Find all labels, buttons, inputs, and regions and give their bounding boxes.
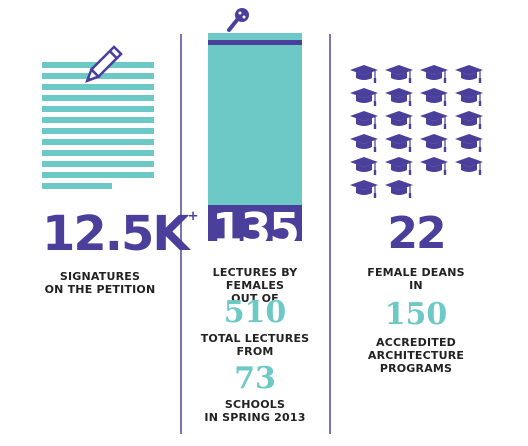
graduation-cap-icon [349,87,379,109]
graduation-cap-icon [384,87,414,109]
programs-line2: ARCHITECTURE [367,349,465,362]
paper-line [42,172,154,178]
signatures-label: SIGNATURES ON THE PETITION [40,270,160,296]
paper-line [42,95,154,101]
schools-line2: IN SPRING 2013 [204,411,306,424]
paper-line [42,139,154,145]
lectures-value: 135 [212,204,300,255]
graduation-cap-icon [384,133,414,155]
lectures-label-line1: LECTURES BY FEMALES [212,266,298,292]
programs-line1: ACCREDITED [375,336,456,349]
lectures-bar-top-stripe [208,33,302,40]
graduation-cap-icon [419,133,449,155]
graduation-cap-icon [349,133,379,155]
lectures-label-line2: OUT OF [231,292,279,305]
graduation-cap-icon [419,110,449,132]
graduation-cap-icon [419,156,449,178]
lectures-label: LECTURES BY FEMALES OUT OF [182,266,328,305]
signatures-label-line2: ON THE PETITION [44,283,156,296]
graduation-cap-icon [419,87,449,109]
graduation-cap-icon [454,156,484,178]
total-lectures-label: TOTAL LECTURES FROM [182,332,328,358]
signatures-suffix: + [187,209,199,224]
paper-line [42,106,154,112]
schools-label: SCHOOLS IN SPRING 2013 [182,398,328,424]
microphone-icon [227,8,249,32]
programs-line3: PROGRAMS [379,362,453,375]
paper-line [42,161,154,167]
graduation-cap-icon [454,110,484,132]
signatures-label-line1: SIGNATURES [59,270,141,283]
total-lectures-line2: FROM [236,345,274,358]
graduation-cap-icon [454,87,484,109]
graduation-cap-icon [454,64,484,86]
graduation-cap-icon [384,156,414,178]
paper-line [42,150,154,156]
graduation-cap-icon [454,133,484,155]
paper-line [42,84,154,90]
programs-total-value: 150 [384,297,448,332]
divider-right [329,34,331,434]
total-lectures-value: 510 [223,295,287,330]
deans-value: 22 [387,208,446,259]
paper-line [42,128,154,134]
graduation-cap-icon [349,110,379,132]
paper-line [42,183,112,189]
programs-label: ACCREDITED ARCHITECTURE PROGRAMS [336,336,496,375]
total-lectures-line1: TOTAL LECTURES [200,332,310,345]
graduation-cap-icon [384,110,414,132]
graduation-cap-icon [349,156,379,178]
paper-line [42,117,154,123]
deans-label: FEMALE DEANS IN [336,266,496,292]
graduation-cap-icon [384,179,414,201]
graduation-cap-icon [384,64,414,86]
schools-value: 73 [234,361,276,396]
graduation-cap-icon [419,64,449,86]
divider-left [180,34,182,434]
deans-label-line2: IN [409,279,423,292]
signatures-count: 12.5K+ [42,210,199,258]
deans-label-line1: FEMALE DEANS [367,266,465,279]
pencil-icon [85,45,123,83]
lectures-bar-fill [208,45,302,205]
signatures-value: 12.5K [42,206,190,262]
schools-line1: SCHOOLS [224,398,286,411]
graduation-cap-icon [349,64,379,86]
graduation-cap-icon [349,179,379,201]
